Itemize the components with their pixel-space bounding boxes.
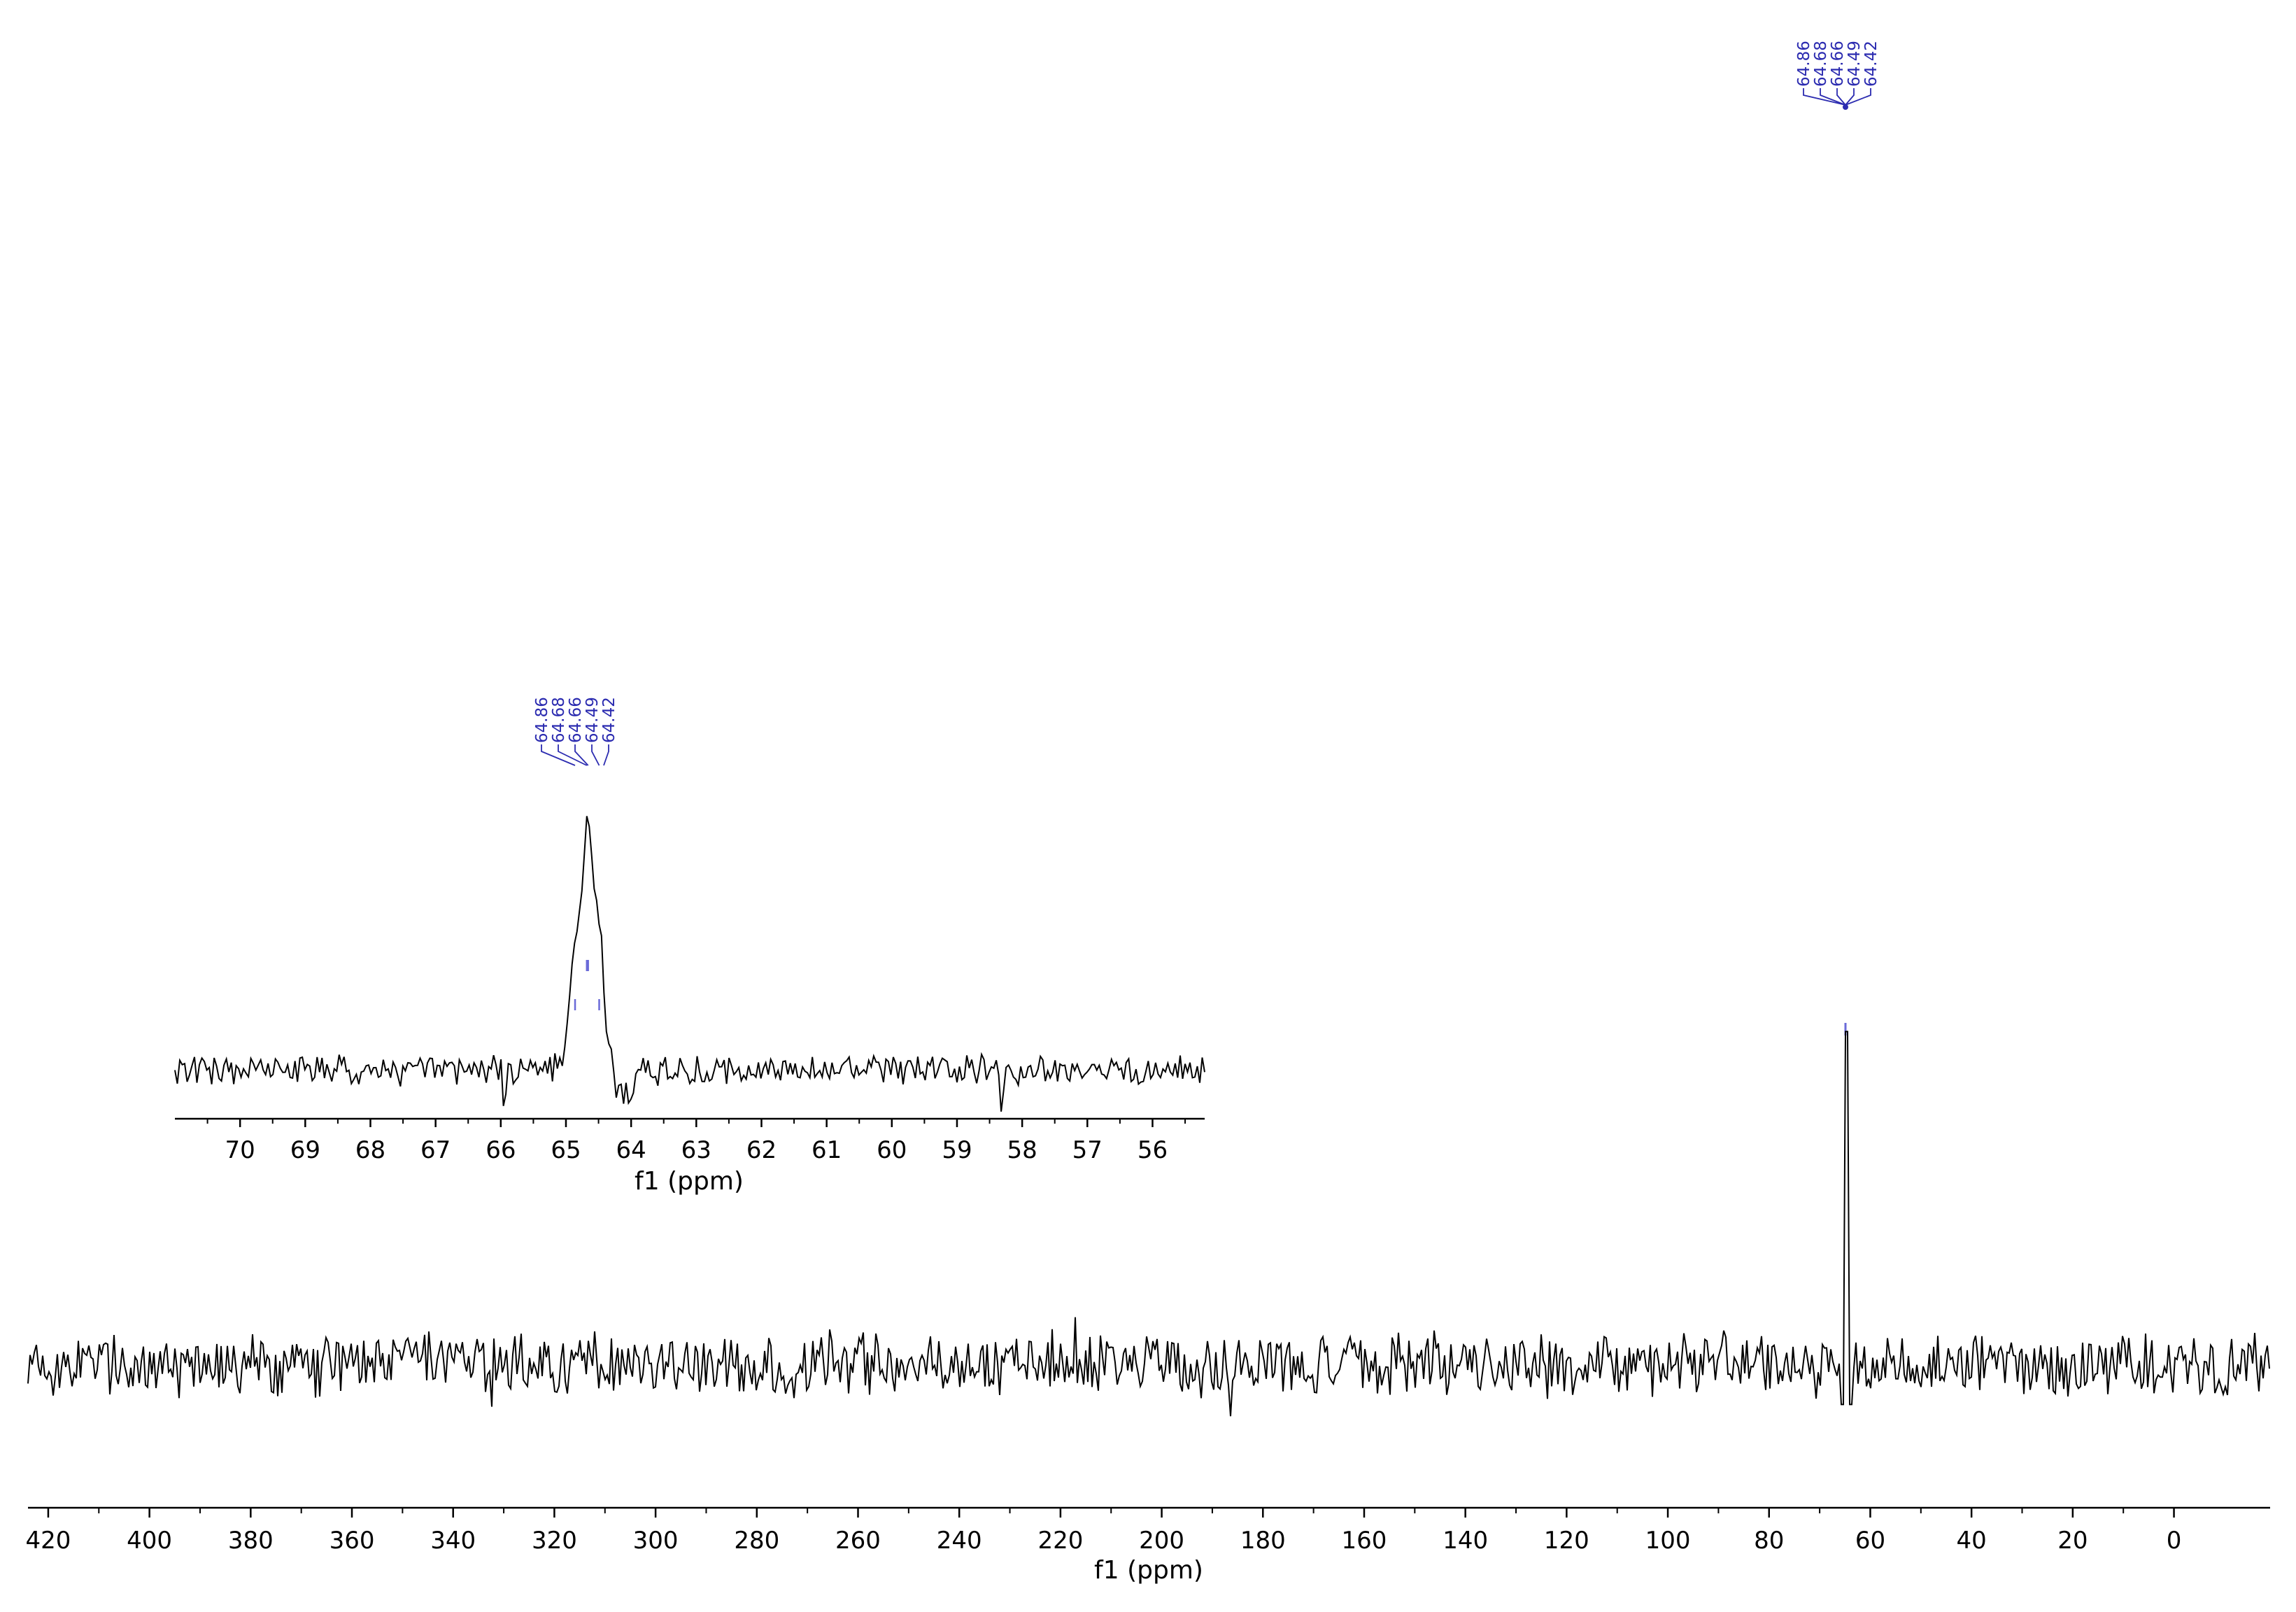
main-x-tick-label-160: 160 xyxy=(1342,1527,1387,1555)
inset-x-axis-label: f1 (ppm) xyxy=(635,1167,744,1196)
inset-x-tick-label-65: 65 xyxy=(551,1136,581,1164)
main-x-tick-label-80: 80 xyxy=(1754,1527,1784,1555)
main-x-axis-label: f1 (ppm) xyxy=(1094,1556,1203,1585)
main-peak-label-3: 64.66 xyxy=(1829,41,1847,87)
inset-spectrum: 64.86 64.68 64.66 64.49 64.42 70 69 68 67 66… xyxy=(174,697,1205,1196)
inset-x-tick-label-68: 68 xyxy=(355,1136,385,1164)
main-peak-label-group: 64.86 64.68 64.66 64.49 64.42 xyxy=(1795,41,1880,110)
inset-x-tick-label-66: 66 xyxy=(486,1136,516,1164)
main-x-tick-label-360: 360 xyxy=(329,1527,375,1555)
main-spectrum: 64.86 64.68 64.66 64.49 64.42 420 400 380 3… xyxy=(25,41,2270,1585)
inset-spectrum-trace xyxy=(174,816,1205,1112)
inset-x-tick-label-67: 67 xyxy=(420,1136,451,1164)
main-x-tick-label-320: 320 xyxy=(532,1527,577,1555)
inset-peak-markers xyxy=(574,960,600,1010)
main-x-tick-label-260: 260 xyxy=(835,1527,881,1555)
main-x-tick-label-200: 200 xyxy=(1139,1527,1184,1555)
inset-x-tick-label-56: 56 xyxy=(1138,1136,1168,1164)
main-x-tick-label-180: 180 xyxy=(1240,1527,1286,1555)
inset-peak-label-3: 64.66 xyxy=(567,697,585,743)
inset-peak-leader-1 xyxy=(541,744,576,766)
inset-peak-leader-2 xyxy=(558,744,588,766)
main-peak-label-leaders xyxy=(1803,88,1871,106)
main-peak-label-1: 64.86 xyxy=(1795,41,1813,87)
main-peak-leader-1 xyxy=(1803,88,1846,106)
main-x-tick-label-100: 100 xyxy=(1645,1527,1691,1555)
main-spectrum-trace xyxy=(27,1031,2270,1417)
main-x-tick-label-140: 140 xyxy=(1443,1527,1488,1555)
inset-x-tick-label-64: 64 xyxy=(616,1136,646,1164)
main-peak-label-node xyxy=(1843,104,1848,110)
inset-x-tick-label-58: 58 xyxy=(1007,1136,1037,1164)
main-x-tick-label-240: 240 xyxy=(937,1527,982,1555)
inset-peak-label-5: 64.42 xyxy=(600,697,618,743)
main-peak-label-5: 64.42 xyxy=(1862,41,1880,87)
main-peak-label-2: 64.68 xyxy=(1812,41,1830,87)
main-peak-leader-3 xyxy=(1836,88,1846,106)
main-x-tick-label-380: 380 xyxy=(228,1527,274,1555)
inset-peak-leader-3 xyxy=(574,744,589,766)
main-peak-leader-4 xyxy=(1845,88,1855,106)
main-peak-label-4: 64.49 xyxy=(1845,41,1864,87)
main-x-tick-label-400: 400 xyxy=(127,1527,172,1555)
main-x-axis-ticks: 420 400 380 360 340 320 300 280 260 240 220 200 180 1… xyxy=(25,1508,2181,1555)
inset-x-axis-ticks: 70 69 68 67 66 65 64 63 62 61 60 59 58 57 56 xyxy=(206,1119,1186,1164)
main-x-tick-label-0: 0 xyxy=(2167,1527,2182,1555)
inset-peak-label-leaders xyxy=(541,744,609,766)
main-x-tick-label-60: 60 xyxy=(1855,1527,1885,1555)
main-x-tick-label-220: 220 xyxy=(1037,1527,1083,1555)
main-x-tick-label-280: 280 xyxy=(734,1527,779,1555)
main-x-tick-label-20: 20 xyxy=(2057,1527,2088,1555)
main-peak-leader-5 xyxy=(1845,88,1871,106)
main-x-tick-label-300: 300 xyxy=(633,1527,679,1555)
main-x-tick-label-40: 40 xyxy=(1957,1527,1987,1555)
inset-x-tick-label-57: 57 xyxy=(1072,1136,1103,1164)
inset-x-tick-label-70: 70 xyxy=(225,1136,255,1164)
inset-x-tick-label-61: 61 xyxy=(812,1136,842,1164)
inset-x-tick-label-59: 59 xyxy=(942,1136,972,1164)
inset-peak-label-group: 64.86 64.68 64.66 64.49 64.42 xyxy=(533,697,618,766)
inset-peak-label-2: 64.68 xyxy=(550,697,568,743)
inset-peak-label-1: 64.86 xyxy=(533,697,551,743)
inset-peak-label-4: 64.49 xyxy=(583,697,602,743)
main-x-tick-label-420: 420 xyxy=(25,1527,71,1555)
main-peak-leader-2 xyxy=(1820,88,1846,106)
main-x-tick-label-120: 120 xyxy=(1544,1527,1589,1555)
inset-x-tick-label-63: 63 xyxy=(681,1136,711,1164)
main-x-tick-label-340: 340 xyxy=(430,1527,476,1555)
inset-peak-leader-4 xyxy=(591,744,600,766)
inset-x-tick-label-69: 69 xyxy=(290,1136,320,1164)
inset-peak-leader-5 xyxy=(603,744,609,766)
inset-x-tick-label-60: 60 xyxy=(877,1136,907,1164)
inset-x-tick-label-62: 62 xyxy=(746,1136,777,1164)
